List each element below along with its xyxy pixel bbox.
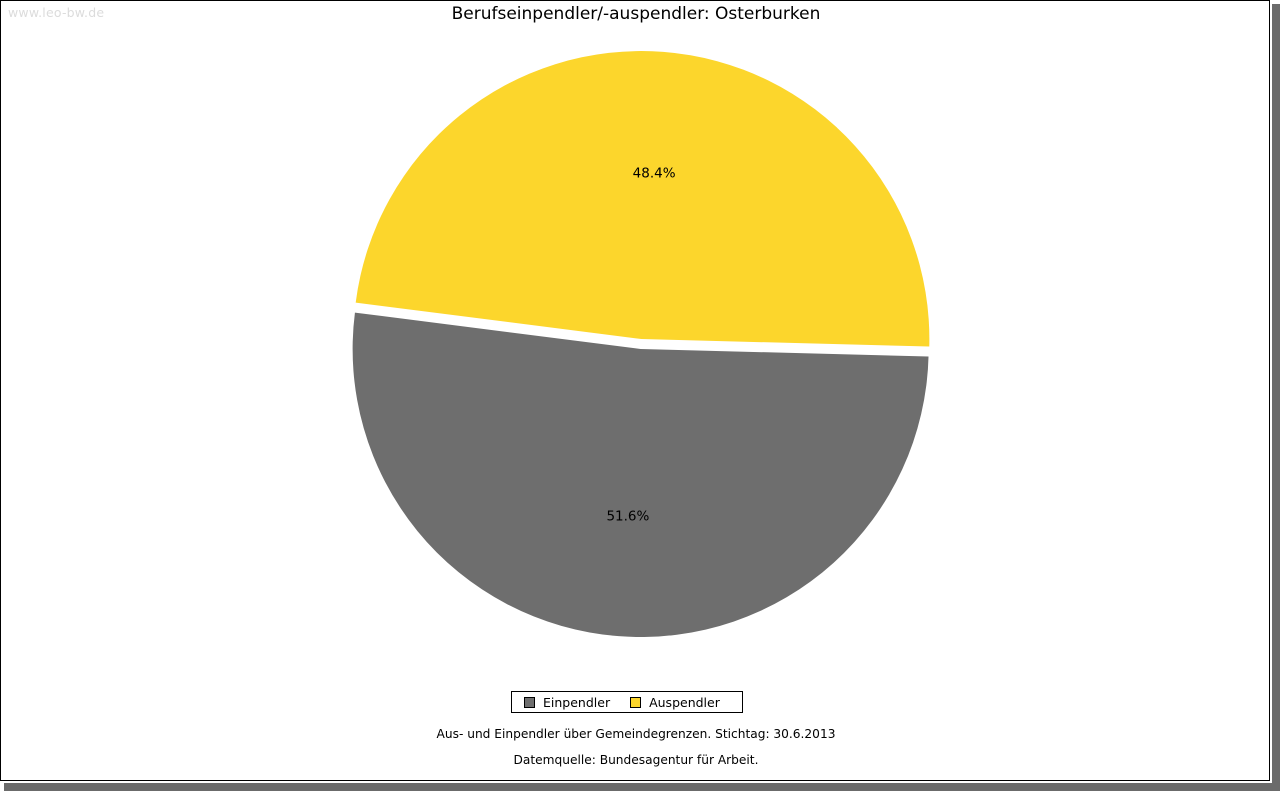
legend-label-einpendler: Einpendler bbox=[543, 694, 611, 710]
chart-legend: Einpendler Auspendler bbox=[511, 691, 743, 713]
window-shadow-right bbox=[1272, 4, 1280, 791]
chart-canvas: www.leo-bw.de Berufseinpendler/-auspendl… bbox=[0, 0, 1270, 781]
pie-slice-label-einpendler: 51.6% bbox=[606, 509, 649, 525]
page-title: Berufseinpendler/-auspendler: Osterburke… bbox=[451, 4, 821, 24]
square-swatch-icon bbox=[630, 696, 642, 708]
watermark-label: www.leo-bw.de bbox=[8, 5, 105, 20]
pie-chart-svg: 51.6% 48.4% bbox=[352, 51, 930, 638]
square-swatch-icon bbox=[524, 696, 535, 708]
pie-slice-label-auspendler: 48.4% bbox=[633, 166, 676, 182]
window-shadow-bottom bbox=[4, 783, 1280, 791]
legend-label-auspendler: Auspendler bbox=[649, 694, 720, 710]
footnote-data-source: Datemquelle: Bundesagentur für Arbeit. bbox=[513, 753, 759, 767]
pie-slice-einpendler[interactable] bbox=[352, 312, 929, 638]
pie-slice-auspendler[interactable] bbox=[355, 51, 930, 347]
footnote-source-period: Aus- und Einpendler über Gemeindegrenzen… bbox=[436, 727, 836, 741]
pie-chart: 51.6% 48.4% bbox=[331, 31, 951, 651]
legend-item-auspendler[interactable]: Auspendler bbox=[630, 695, 730, 710]
legend-item-einpendler[interactable]: Einpendler bbox=[524, 695, 620, 710]
